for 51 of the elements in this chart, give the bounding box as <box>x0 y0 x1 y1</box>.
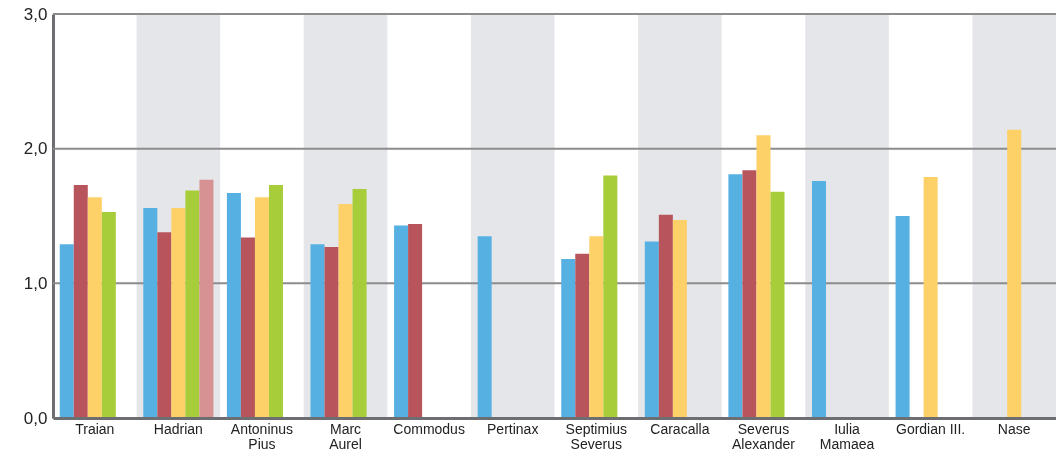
bar <box>658 214 673 418</box>
bar <box>338 203 353 418</box>
bar <box>728 174 743 418</box>
bar <box>408 224 423 418</box>
bar <box>672 220 687 418</box>
bar <box>352 189 367 418</box>
y-tick-label: 0,0 <box>23 408 48 428</box>
bar <box>770 191 785 418</box>
bar <box>742 170 757 418</box>
bar <box>394 225 409 418</box>
bar <box>185 190 200 418</box>
bar <box>73 185 88 418</box>
bar <box>1007 129 1022 418</box>
bar <box>575 253 590 418</box>
bar <box>240 237 255 418</box>
bar <box>811 180 827 418</box>
x-tick-label: Nase <box>997 420 1031 437</box>
x-tick-label: Septimius Severus <box>565 420 628 452</box>
x-tick-label: Hadrian <box>153 420 203 437</box>
y-tick-label: 1,0 <box>23 273 48 293</box>
y-tick-label: 3,0 <box>23 4 48 24</box>
x-tick-label: Traian <box>75 420 115 437</box>
bar <box>756 135 771 418</box>
y-tick-label: 2,0 <box>23 139 48 159</box>
bar <box>895 216 910 418</box>
bar <box>923 176 938 418</box>
x-tick-label: Commodus <box>393 420 465 437</box>
bar <box>310 244 325 418</box>
x-tick-label: Pertinax <box>487 420 539 437</box>
bar <box>268 185 283 418</box>
bar <box>644 241 659 418</box>
bar <box>254 197 269 418</box>
bar <box>561 259 576 418</box>
x-tick-label: Gordian III. <box>895 420 966 437</box>
bar <box>101 211 116 418</box>
x-tick-label: Antoninus Pius <box>230 420 294 452</box>
bar <box>603 175 618 418</box>
bar <box>87 197 102 418</box>
bar <box>171 207 186 418</box>
bar <box>226 193 241 418</box>
x-tick-label: Caracalla <box>650 420 710 437</box>
x-tick-label: Iulia Mamaea <box>819 420 875 452</box>
bar <box>199 179 214 418</box>
bar <box>143 207 158 418</box>
bar <box>589 236 604 418</box>
bar <box>59 244 74 418</box>
x-tick-label: Severus Alexander <box>731 420 796 452</box>
x-tick-label: Marc Aurel <box>329 420 362 452</box>
bar <box>324 246 339 418</box>
bar <box>157 232 172 418</box>
bar <box>477 236 492 418</box>
